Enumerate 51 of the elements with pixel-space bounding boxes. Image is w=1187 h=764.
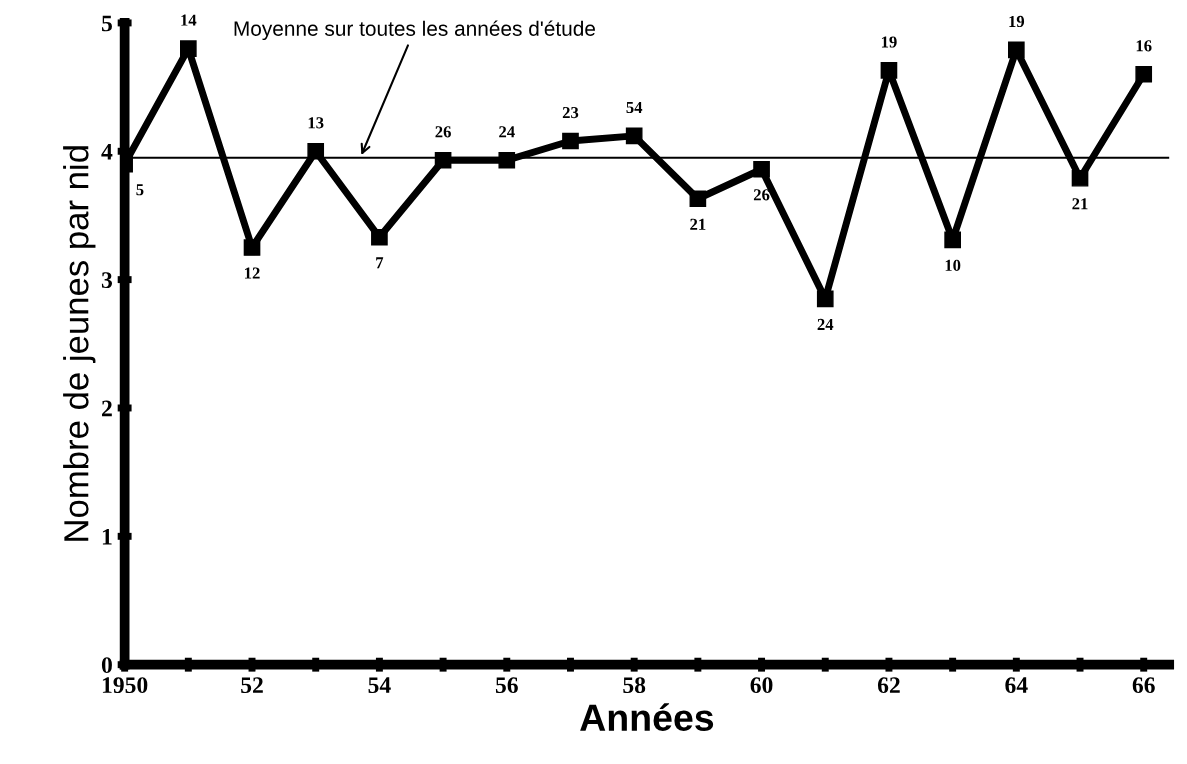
y-tick-label: 4: [101, 143, 113, 160]
y-tick-label: 5: [101, 15, 112, 32]
x-axis-title: Années: [580, 703, 714, 731]
x-tick-label: 54: [368, 677, 391, 694]
annotation: 24: [499, 126, 515, 138]
x-tick-label: 56: [495, 677, 518, 694]
annotation: 26: [753, 189, 770, 201]
point: [498, 151, 516, 169]
point: [816, 290, 834, 308]
annotation: 21: [1072, 198, 1088, 210]
annotation: 12: [245, 267, 260, 279]
point: [1135, 65, 1153, 83]
point: [371, 228, 388, 246]
x-tick-label: 62: [877, 677, 900, 694]
annotation: 19: [881, 36, 897, 48]
x-tick-label: 60: [750, 677, 773, 694]
y-tick-label: 2: [102, 400, 112, 417]
annotation: 10: [945, 259, 961, 272]
x-tick-label: 66: [1132, 677, 1155, 694]
point: [1007, 41, 1025, 59]
y-tick-label: 3: [101, 272, 113, 289]
point: [562, 132, 579, 150]
point: [880, 62, 898, 79]
x-tick-label: 64: [1005, 677, 1028, 694]
annotation: 19: [1009, 15, 1025, 28]
annotation: 13: [308, 117, 324, 129]
annotation: 5: [136, 184, 144, 196]
point: [179, 40, 197, 57]
point: [689, 190, 707, 208]
annotation: Moyenne sur toutes les années d'étude: [234, 20, 595, 41]
point: [307, 142, 325, 160]
annotation: 21: [690, 218, 706, 230]
x-tick-label: 58: [623, 677, 646, 694]
x-tick-label: 1950: [102, 677, 148, 694]
annotation: 16: [1136, 40, 1152, 52]
point: [243, 239, 261, 256]
y-tick-label: 0: [101, 657, 112, 674]
annotation: 23: [562, 106, 579, 119]
annotation: 7: [376, 257, 384, 269]
point: [625, 127, 643, 145]
annotation: 14: [181, 14, 197, 26]
annotation: 54: [626, 101, 643, 114]
annotation: 24: [817, 318, 834, 330]
point: [753, 160, 770, 178]
annotation: 26: [435, 126, 451, 138]
point: [434, 151, 452, 169]
y-tick-label: 1: [102, 528, 112, 545]
point: [944, 231, 961, 249]
point: [1071, 169, 1089, 187]
y-axis-title: Nombre de jeunes par nid: [63, 146, 96, 541]
x-tick-label: 52: [241, 677, 263, 694]
